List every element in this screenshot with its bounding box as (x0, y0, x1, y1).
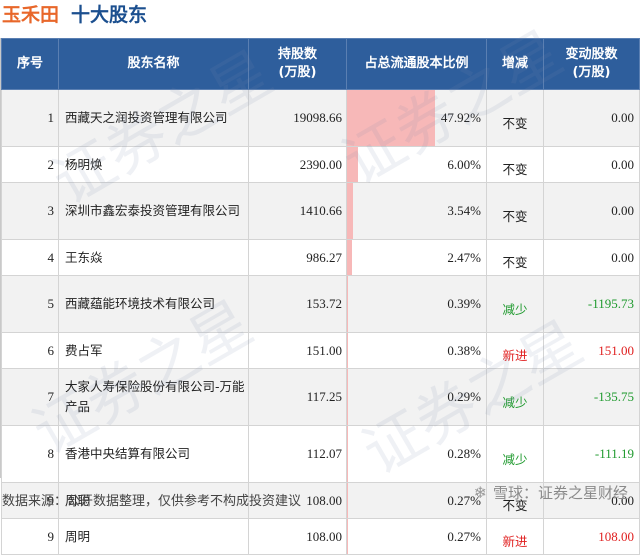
cell-change-amount: -111.19 (544, 426, 640, 483)
ratio-value: 2.47% (347, 250, 486, 266)
cell-shareholder-name: 王东焱 (59, 240, 249, 276)
cell-shares: 151.00 (249, 333, 347, 369)
cell-change-status: 不变 (487, 147, 544, 183)
stock-name: 玉禾田 (2, 4, 59, 26)
header-shares-line2: (万股) (279, 65, 317, 80)
cell-index: 4 (2, 240, 59, 276)
cell-shareholder-name: 西藏蕴能环境技术有限公司 (59, 276, 249, 333)
ratio-value: 3.54% (347, 203, 486, 219)
cell-index: 8 (2, 426, 59, 483)
cell-ratio: 2.47% (347, 240, 487, 276)
cell-ratio: 0.38% (347, 333, 487, 369)
cell-ratio: 0.29% (347, 369, 487, 426)
cell-change-amount: 0.00 (544, 90, 640, 147)
table-header-row: 序号 股东名称 持股数 (万股) 占总流通股本比例 增减 变动股数 (万股) (2, 39, 640, 90)
cell-index: 3 (2, 183, 59, 240)
cell-change-amount: -135.75 (544, 369, 640, 426)
cell-shares: 19098.66 (249, 90, 347, 147)
cell-change-status: 减少 (487, 369, 544, 426)
cell-shares: 1410.66 (249, 183, 347, 240)
cell-change-status: 不变 (487, 183, 544, 240)
cell-shares: 112.07 (249, 426, 347, 483)
cell-shares: 108.00 (249, 519, 347, 555)
cell-change-status: 新进 (487, 519, 544, 555)
ratio-value: 0.29% (347, 389, 486, 405)
cell-ratio: 0.27% (347, 483, 487, 519)
ratio-value: 0.27% (347, 493, 486, 509)
cell-ratio: 47.92% (347, 90, 487, 147)
cell-change-amount: 151.00 (544, 333, 640, 369)
cell-change-amount: 0.00 (544, 240, 640, 276)
cell-index: 6 (2, 333, 59, 369)
header-index: 序号 (2, 39, 59, 90)
cell-shares: 2390.00 (249, 147, 347, 183)
cell-shares: 153.72 (249, 276, 347, 333)
cell-shareholder-name: 香港中央结算有限公司 (59, 426, 249, 483)
ratio-value: 0.39% (347, 296, 486, 312)
cell-ratio: 0.27% (347, 519, 487, 555)
cell-change-status: 减少 (487, 426, 544, 483)
cell-index: 5 (2, 276, 59, 333)
cell-change-status: 新进 (487, 333, 544, 369)
cell-ratio: 0.28% (347, 426, 487, 483)
cell-index: 1 (2, 90, 59, 147)
cell-shareholder-name: 费占军 (59, 333, 249, 369)
cell-index: 7 (2, 369, 59, 426)
snowball-icon: ❄ (474, 483, 487, 502)
header-shares-line1: 持股数 (278, 47, 317, 62)
cell-change-amount: 0.00 (544, 183, 640, 240)
header-delta: 变动股数 (万股) (544, 39, 640, 90)
cell-shareholder-name: 周明 (59, 519, 249, 555)
header-delta-line2: (万股) (573, 65, 611, 80)
header-change: 增减 (487, 39, 544, 90)
cell-change-amount: 108.00 (544, 519, 640, 555)
cell-change-amount: 0.00 (544, 147, 640, 183)
cell-index: 2 (2, 147, 59, 183)
footer-logo-text: 雪球：证券之星财经 (493, 482, 628, 503)
cell-change-status: 不变 (487, 90, 544, 147)
header-ratio: 占总流通股本比例 (347, 39, 487, 90)
ratio-value: 0.27% (347, 529, 486, 545)
cell-shareholder-name: 杨明焕 (59, 147, 249, 183)
data-source-note: 数据来源：公开数据整理，仅供参考不构成投资建议 (2, 490, 301, 509)
ratio-value: 0.38% (347, 343, 486, 359)
cell-ratio: 0.39% (347, 276, 487, 333)
cell-shares: 986.27 (249, 240, 347, 276)
cell-change-amount: -1195.73 (544, 276, 640, 333)
cell-shareholder-name: 西藏天之润投资管理有限公司 (59, 90, 249, 147)
cell-ratio: 6.00% (347, 147, 487, 183)
ratio-value: 47.92% (347, 110, 486, 126)
cell-index: 9 (2, 519, 59, 555)
ratio-value: 6.00% (347, 157, 486, 173)
ratio-value: 0.28% (347, 446, 486, 462)
table-subtitle: 十大股东 (71, 4, 147, 26)
cell-shareholder-name: 大家人寿保险股份有限公司-万能产品 (59, 369, 249, 426)
cell-shareholder-name: 深圳市鑫宏泰投资管理有限公司 (59, 183, 249, 240)
header-delta-line1: 变动股数 (565, 47, 617, 62)
header-shares: 持股数 (万股) (249, 39, 347, 90)
cell-shares: 117.25 (249, 369, 347, 426)
cell-change-status: 不变 (487, 240, 544, 276)
page-title: 玉禾田十大股东 (2, 2, 147, 28)
header-name: 股东名称 (59, 39, 249, 90)
cell-ratio: 3.54% (347, 183, 487, 240)
cell-change-status: 减少 (487, 276, 544, 333)
footer-logo: ❄ 雪球：证券之星财经 (474, 482, 628, 503)
